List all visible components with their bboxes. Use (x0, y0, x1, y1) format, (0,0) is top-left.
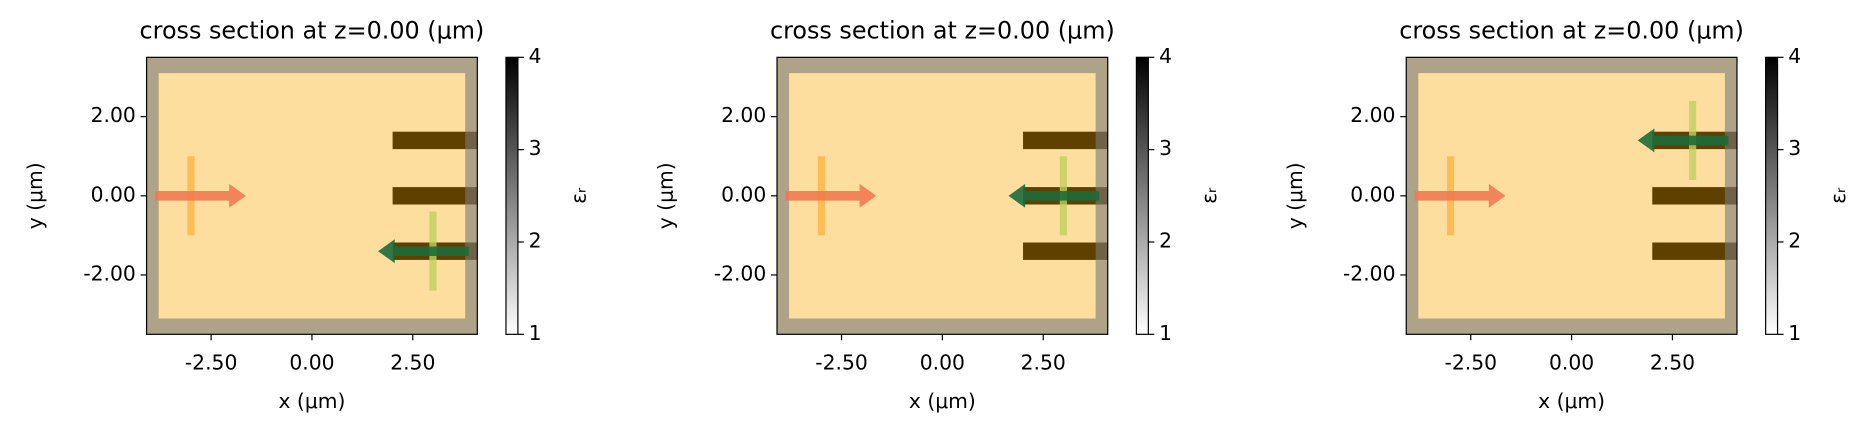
panel: -2.50 0.00 2.50 2.00 0.00 -2.00 cross section … (654, 17, 1221, 413)
chart-title: cross section at z=0.00 (μm) (140, 17, 485, 45)
y-tick-label: -2.00 (83, 261, 135, 285)
source-arrow (785, 183, 877, 208)
colorbar-label: εᵣ (1826, 187, 1850, 204)
colorbar (1765, 56, 1779, 335)
waveguide (392, 131, 478, 150)
chart-title: cross section at z=0.00 (μm) (1399, 17, 1744, 45)
colorbar-tick-label: 2 (1159, 228, 1172, 252)
colorbar-tick-label: 3 (1159, 136, 1172, 160)
x-tick-label: -2.50 (815, 351, 867, 375)
source-arrow (155, 183, 246, 208)
colorbar-tick-label: 1 (1788, 321, 1801, 345)
y-tick-label: 0.00 (721, 182, 766, 206)
x-axis-label: x (μm) (278, 389, 345, 413)
chart-title: cross section at z=0.00 (μm) (770, 17, 1115, 45)
colorbar-tick-label: 1 (1159, 321, 1172, 345)
waveguide (1652, 242, 1737, 260)
colorbar (1135, 56, 1149, 335)
waveguide (1023, 242, 1108, 260)
x-tick-label: 0.00 (1549, 351, 1594, 375)
x-tick-label: -2.50 (1445, 351, 1497, 375)
monitor-arrow (1637, 128, 1729, 153)
colorbar-label: εᵣ (1197, 187, 1221, 204)
y-tick-label: 2.00 (91, 103, 136, 127)
plot-area (777, 57, 1108, 335)
colorbar-label: εᵣ (566, 187, 590, 204)
x-tick-label: -2.50 (185, 351, 237, 375)
monitor-arrow (378, 239, 469, 264)
x-axis-label: x (μm) (1538, 389, 1605, 413)
monitor-arrow (1008, 183, 1100, 208)
y-tick-label: 0.00 (1350, 182, 1395, 206)
x-tick-label: 2.50 (1650, 351, 1695, 375)
colorbar-tick-label: 2 (1788, 228, 1801, 252)
y-axis-label: y (μm) (654, 162, 678, 229)
y-tick-label: -2.00 (1343, 261, 1395, 285)
x-tick-label: 2.50 (390, 351, 435, 375)
panel: -2.50 0.00 2.50 2.00 0.00 -2.00 cross section … (1283, 17, 1850, 413)
colorbar-tick-label: 4 (1159, 44, 1172, 68)
y-tick-label: 2.00 (1350, 103, 1395, 127)
colorbar-tick-label: 4 (1788, 44, 1801, 68)
y-tick-label: -2.00 (714, 261, 766, 285)
x-tick-label: 0.00 (289, 351, 334, 375)
colorbar (505, 56, 519, 335)
colorbar-tick-label: 3 (1788, 136, 1801, 160)
plot-area (146, 57, 478, 335)
y-axis-label: y (μm) (23, 162, 47, 229)
colorbar-tick-label: 2 (529, 228, 542, 252)
y-tick-label: 2.00 (721, 103, 766, 127)
y-axis-label: y (μm) (1283, 162, 1307, 229)
x-axis-label: x (μm) (909, 389, 976, 413)
waveguide (392, 187, 478, 205)
plot-area (1406, 57, 1737, 335)
x-tick-label: 0.00 (920, 351, 965, 375)
colorbar-tick-label: 4 (529, 44, 542, 68)
panel: -2.50 0.00 2.50 2.00 0.00 -2.00 cross section … (23, 17, 590, 413)
x-tick-label: 2.50 (1021, 351, 1066, 375)
source-arrow (1414, 183, 1506, 208)
colorbar-tick-label: 3 (529, 136, 542, 160)
colorbar-tick-label: 1 (529, 321, 542, 345)
y-tick-label: 0.00 (91, 182, 136, 206)
waveguide (1652, 187, 1737, 205)
waveguide (1023, 131, 1108, 150)
